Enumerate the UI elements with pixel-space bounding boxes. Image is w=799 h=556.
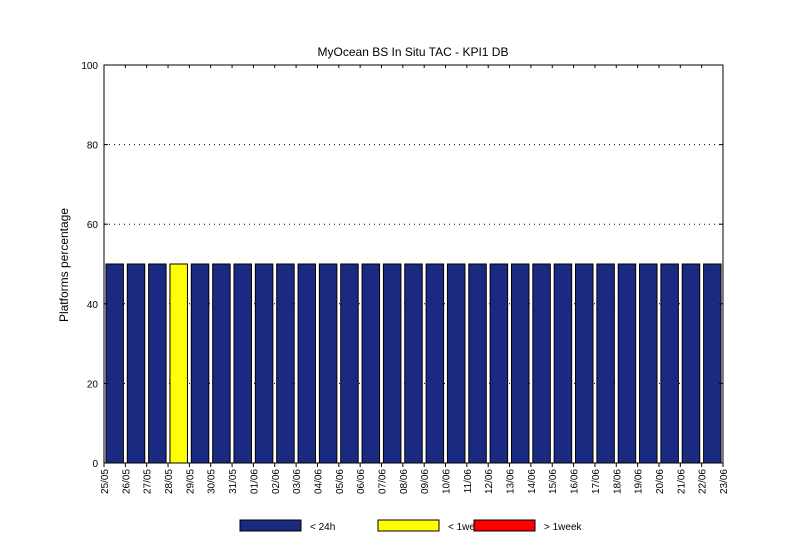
bar	[382, 263, 402, 464]
x-tick-label: 20/06	[655, 469, 666, 494]
x-tick-label: 29/05	[185, 469, 196, 494]
bar	[425, 263, 445, 464]
y-tick-label: 80	[87, 141, 99, 152]
y-axis: 0 20 40 60 80 100	[81, 61, 723, 470]
bar	[617, 263, 637, 464]
legend-swatch	[239, 519, 302, 532]
legend: < 24h < 1week > 1week	[239, 519, 583, 533]
x-tick-label: 14/06	[527, 469, 538, 494]
plot-area	[103, 64, 724, 464]
x-tick-label: 19/06	[634, 469, 645, 494]
bars	[105, 263, 722, 464]
x-tick-label: 02/06	[271, 469, 282, 494]
bar	[297, 263, 317, 464]
bar	[126, 263, 146, 464]
x-tick-label: 09/06	[420, 469, 431, 494]
x-tick-label: 22/06	[698, 469, 709, 494]
bar	[212, 263, 231, 464]
bar	[575, 263, 594, 464]
legend-label: < 24h	[310, 522, 335, 533]
legend-label: > 1week	[544, 522, 583, 533]
x-tick-label: 18/06	[612, 469, 623, 494]
x-tick-label: 10/06	[442, 469, 453, 494]
bar	[148, 263, 167, 464]
legend-swatch	[473, 519, 536, 532]
x-tick-label: 30/05	[207, 469, 218, 494]
x-tick-label: 26/05	[121, 469, 132, 494]
x-tick-label: 16/06	[570, 469, 581, 494]
bar	[233, 263, 252, 464]
bar	[639, 263, 658, 464]
bar	[660, 263, 679, 464]
x-tick-label: 27/05	[143, 469, 154, 494]
bar	[404, 263, 423, 464]
x-tick-label: 07/06	[377, 469, 388, 494]
x-tick-label: 01/06	[249, 469, 260, 494]
x-tick-label: 25/05	[100, 469, 111, 494]
bar	[105, 263, 124, 464]
bar	[489, 263, 509, 464]
x-tick-label: 15/06	[548, 469, 559, 494]
bar	[681, 263, 701, 464]
x-tick-label: 08/06	[399, 469, 410, 494]
bar	[532, 263, 551, 464]
y-tick-label: 100	[81, 61, 98, 72]
x-tick-label: 31/05	[228, 469, 239, 494]
y-tick-label: 0	[92, 459, 98, 470]
bar	[446, 263, 466, 464]
x-tick-label: 21/06	[676, 469, 687, 494]
x-tick-label: 13/06	[506, 469, 517, 494]
bar	[169, 263, 188, 464]
x-tick-label: 12/06	[484, 469, 495, 494]
bar	[553, 263, 573, 464]
bar	[703, 263, 722, 464]
bar	[596, 263, 615, 464]
bar	[510, 263, 530, 464]
x-tick-label: 11/06	[463, 469, 474, 494]
x-tick-label: 23/06	[719, 469, 730, 494]
y-axis-label: Platforms percentage	[57, 208, 71, 322]
y-tick-label: 60	[87, 220, 99, 231]
bar	[254, 263, 274, 464]
x-axis: 25/05 26/05 27/05 28/05 29/05 30/05 31/05 01/06…	[100, 65, 730, 494]
bar	[340, 263, 359, 464]
y-tick-label: 40	[87, 300, 99, 311]
bar	[276, 263, 295, 464]
x-tick-label: 03/06	[292, 469, 303, 494]
chart-title: MyOcean BS In Situ TAC - KPI1 DB	[318, 45, 509, 59]
x-tick-label: 05/06	[335, 469, 346, 494]
bar	[361, 263, 381, 464]
legend-swatch	[377, 519, 440, 532]
x-tick-label: 06/06	[356, 469, 367, 494]
x-tick-label: 28/05	[164, 469, 175, 494]
x-tick-label: 17/06	[591, 469, 602, 494]
bar	[468, 263, 487, 464]
bar	[190, 263, 210, 464]
x-tick-label: 04/06	[313, 469, 324, 494]
legend-label: < 1week	[448, 522, 487, 533]
y-tick-label: 20	[87, 379, 99, 390]
bar	[318, 263, 338, 464]
